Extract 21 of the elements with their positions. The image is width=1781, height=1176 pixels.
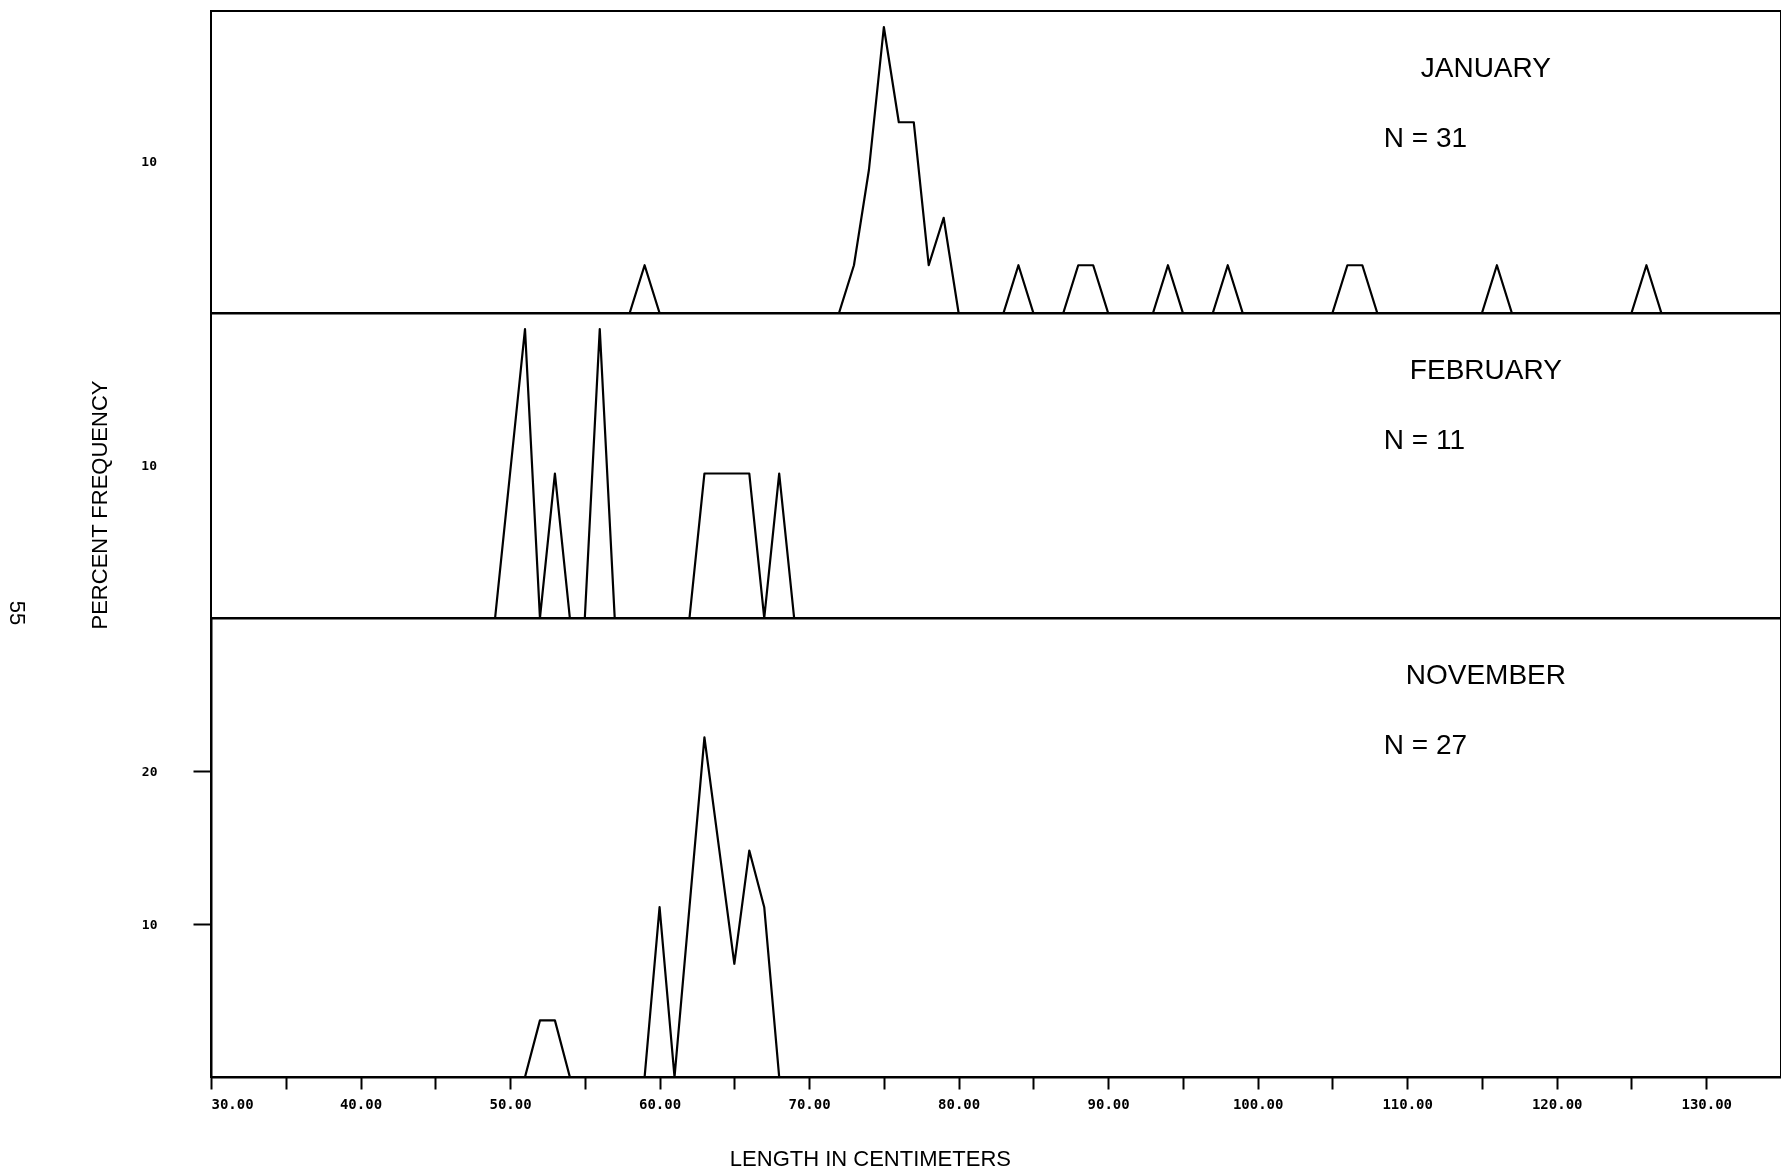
x-tick-label: 60.00 xyxy=(638,1095,682,1112)
text: 55 xyxy=(5,600,30,626)
x-tick-label: 110.00 xyxy=(1382,1095,1433,1112)
x-tick-label: 90.00 xyxy=(1087,1095,1130,1112)
text: N = 31 xyxy=(1383,122,1468,153)
x-tick-label: 120.00 xyxy=(1531,1095,1583,1112)
x-tick-label: 80.00 xyxy=(938,1095,981,1112)
x-axis-title: LENGTH IN CENTIMETERS xyxy=(729,1146,1011,1171)
x-tick-label: 100.00 xyxy=(1232,1095,1284,1112)
y-tick-label: 20 xyxy=(141,763,158,779)
y-axis-title: PERCENT FREQUENCY xyxy=(87,380,112,630)
x-tick-label: 40.00 xyxy=(339,1095,383,1112)
text: FEBRUARY xyxy=(1409,354,1563,385)
x-tick-label: 70.00 xyxy=(788,1095,831,1112)
text: JANUARY xyxy=(1420,52,1552,83)
text: N = 11 xyxy=(1383,424,1465,455)
x-tick-label: 30.00 xyxy=(211,1095,254,1112)
text: N = 27 xyxy=(1383,729,1468,760)
text: NOVEMBER xyxy=(1405,659,1566,690)
x-tick-label: 50.00 xyxy=(489,1095,532,1112)
x-tick-label: 130.00 xyxy=(1681,1095,1733,1112)
